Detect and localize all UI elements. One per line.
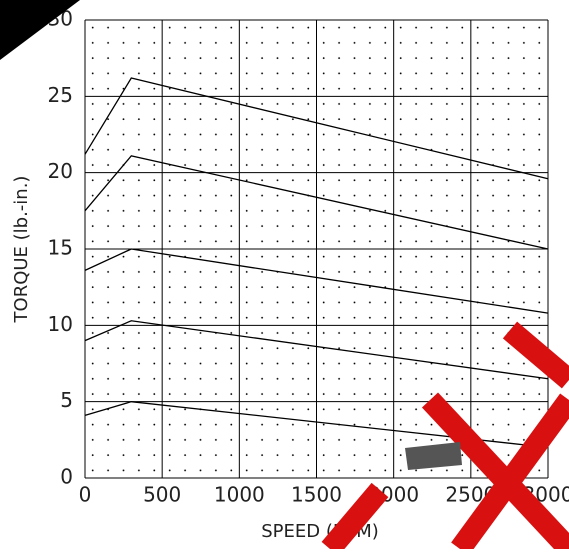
x-tick-label: 1000	[214, 483, 265, 507]
corner-mark	[0, 0, 80, 60]
y-tick-label: 5	[60, 388, 73, 412]
torque-line	[84, 401, 549, 449]
x-tick-label: 500	[143, 483, 181, 507]
y-tick-label: 10	[48, 312, 73, 336]
torque-line	[84, 77, 549, 180]
watermark-dash	[405, 442, 462, 470]
y-axis-label: TORQUE (lb.-in.)	[11, 176, 32, 324]
torque-line	[84, 248, 549, 314]
x-tick-label: 1500	[291, 483, 342, 507]
y-tick-label: 0	[60, 465, 73, 489]
x-tick-label: 0	[79, 483, 92, 507]
torque-line	[84, 155, 549, 250]
y-tick-label: 20	[48, 159, 73, 183]
watermark	[321, 321, 569, 553]
y-tick-label: 15	[48, 236, 73, 260]
y-tick-label: 25	[48, 83, 73, 107]
torque-line	[84, 320, 549, 380]
